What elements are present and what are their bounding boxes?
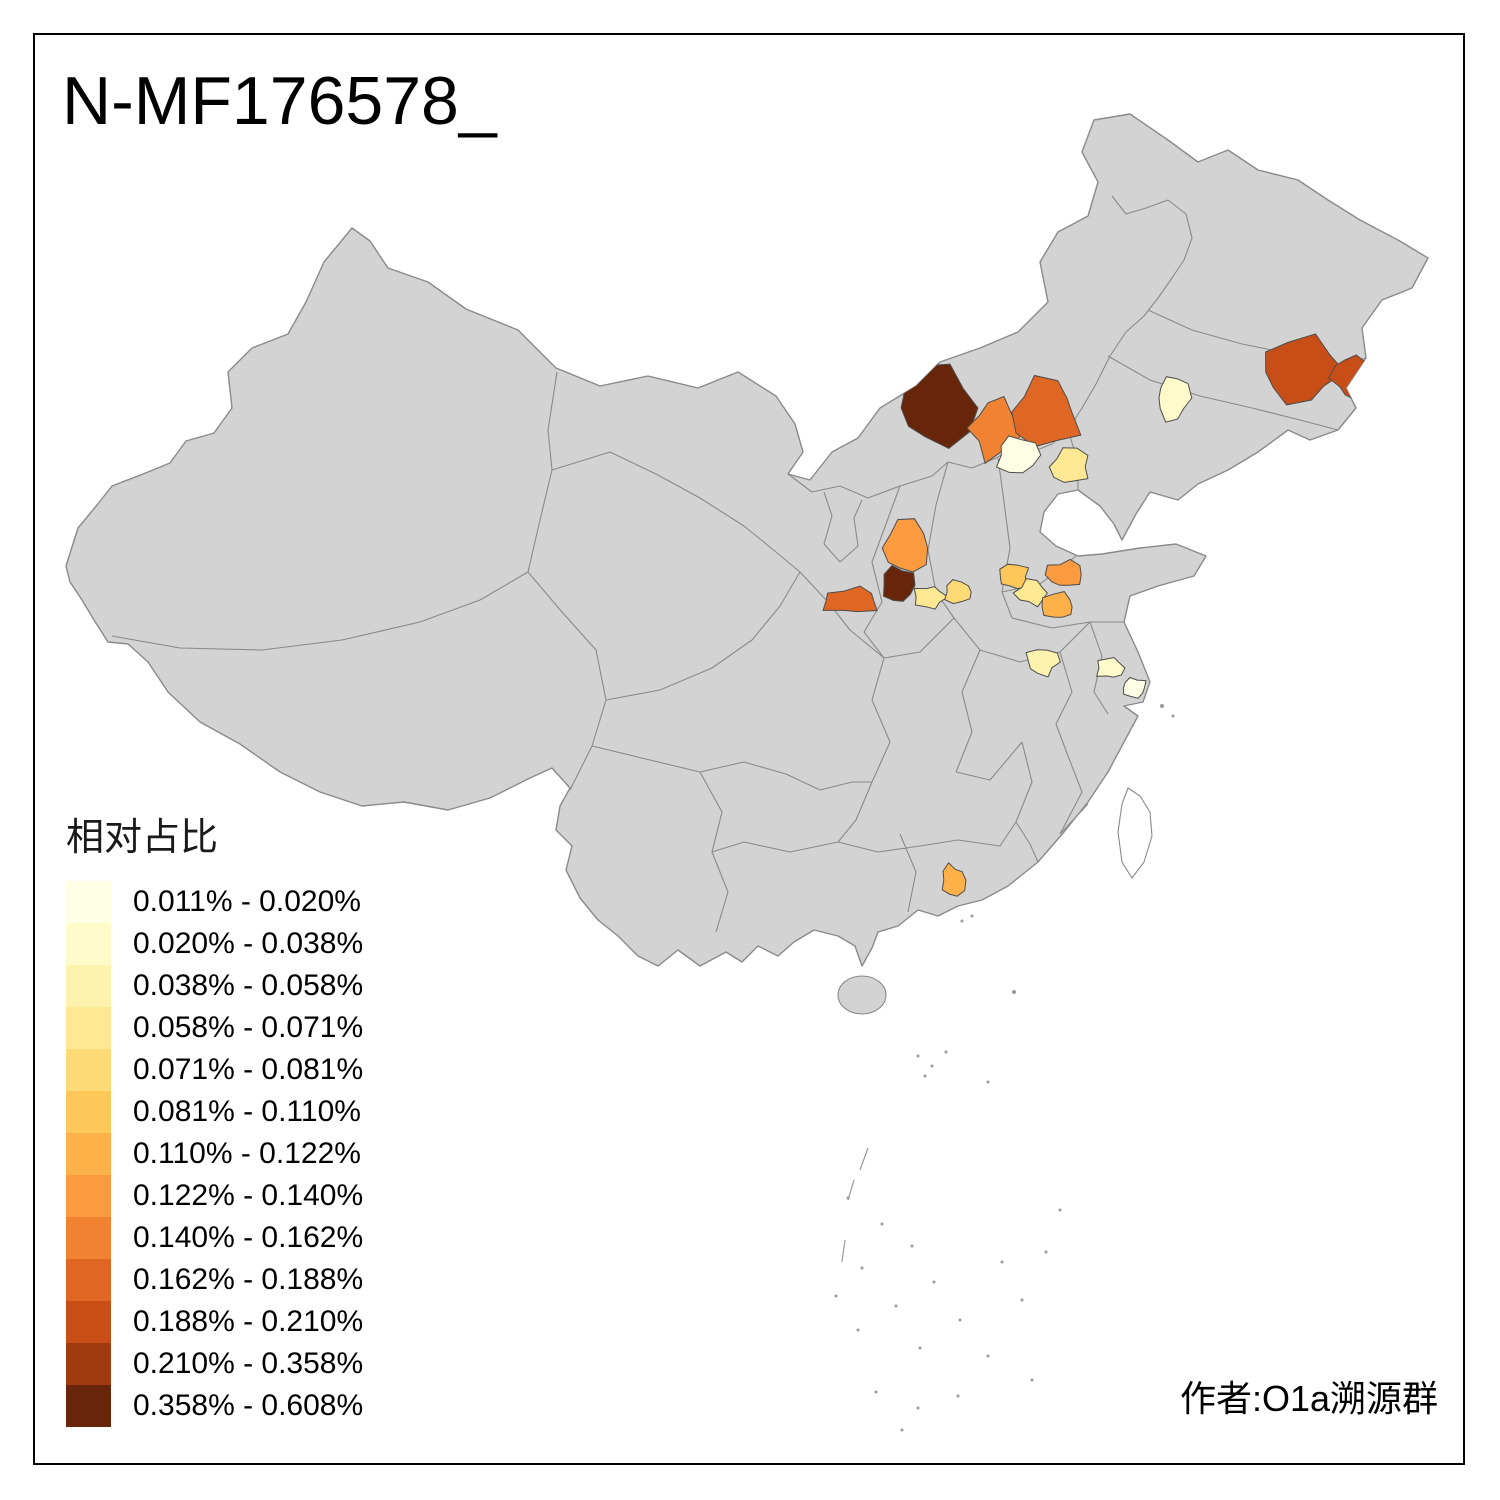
legend-swatch bbox=[66, 1091, 111, 1133]
legend-swatch bbox=[66, 965, 111, 1007]
author-credit: 作者:O1a溯源群 bbox=[1179, 1378, 1438, 1419]
prefecture-region bbox=[1044, 558, 1082, 586]
prefecture-region bbox=[1012, 578, 1048, 608]
hainan-island bbox=[837, 975, 887, 1015]
prefecture-region bbox=[822, 585, 878, 613]
legend-label: 0.071% - 0.081% bbox=[133, 1053, 364, 1086]
legend-label: 0.020% - 0.038% bbox=[133, 927, 364, 960]
legend-item: 0.162% - 0.188% bbox=[66, 1259, 363, 1301]
legend-label: 0.210% - 0.358% bbox=[133, 1347, 364, 1380]
legend-rows: 0.011% - 0.020% 0.020% - 0.038% 0.038% - 0… bbox=[66, 881, 363, 1427]
legend-swatch bbox=[66, 1385, 111, 1427]
legend-title: 相对占比 bbox=[66, 817, 219, 859]
prefecture-region bbox=[944, 579, 972, 605]
legend: 相对占比 0.011% - 0.020% 0.020% - 0.038% 0.038… bbox=[66, 806, 363, 1427]
legend-item: 0.081% - 0.110% bbox=[66, 1091, 363, 1133]
legend-label: 0.110% - 0.122% bbox=[133, 1137, 361, 1170]
legend-item: 0.210% - 0.358% bbox=[66, 1343, 363, 1385]
legend-item: 0.058% - 0.071% bbox=[66, 1007, 363, 1049]
china-mainland-outline bbox=[65, 113, 1429, 967]
legend-item: 0.038% - 0.058% bbox=[66, 965, 363, 1007]
legend-item: 0.110% - 0.122% bbox=[66, 1133, 363, 1175]
south-china-sea-islands bbox=[834, 704, 1175, 1432]
legend-item: 0.122% - 0.140% bbox=[66, 1175, 363, 1217]
legend-item: 0.020% - 0.038% bbox=[66, 923, 363, 965]
legend-swatch bbox=[66, 1217, 111, 1259]
legend-swatch bbox=[66, 1301, 111, 1343]
legend-label: 0.081% - 0.110% bbox=[133, 1095, 361, 1128]
legend-item: 0.140% - 0.162% bbox=[66, 1217, 363, 1259]
prefecture-region bbox=[995, 435, 1042, 474]
prefecture-region bbox=[1096, 656, 1126, 678]
legend-swatch bbox=[66, 1343, 111, 1385]
legend-label: 0.058% - 0.071% bbox=[133, 1011, 364, 1044]
prefecture-region bbox=[1041, 591, 1073, 618]
highlighted-prefectures bbox=[822, 333, 1368, 897]
legend-label: 0.188% - 0.210% bbox=[133, 1305, 364, 1338]
prefecture-region bbox=[913, 586, 949, 610]
legend-item: 0.011% - 0.020% bbox=[66, 881, 363, 923]
prefecture-region bbox=[1025, 649, 1061, 678]
legend-swatch bbox=[66, 1007, 111, 1049]
legend-label: 0.162% - 0.188% bbox=[133, 1263, 364, 1296]
prefecture-region bbox=[1122, 676, 1147, 699]
legend-swatch bbox=[66, 1259, 111, 1301]
prefecture-region bbox=[1265, 333, 1346, 406]
prefecture-region bbox=[882, 564, 916, 602]
legend-swatch bbox=[66, 881, 111, 923]
prefecture-region bbox=[1011, 374, 1082, 448]
prefecture-region bbox=[941, 862, 967, 897]
prefecture-region bbox=[1048, 447, 1089, 483]
prefecture-region bbox=[1158, 376, 1193, 423]
legend-item: 0.188% - 0.210% bbox=[66, 1301, 363, 1343]
legend-label: 0.011% - 0.020% bbox=[133, 885, 361, 918]
legend-swatch bbox=[66, 923, 111, 965]
taiwan-island bbox=[1117, 787, 1153, 879]
legend-swatch bbox=[66, 1049, 111, 1091]
legend-label: 0.038% - 0.058% bbox=[133, 969, 364, 1002]
legend-swatch bbox=[66, 1175, 111, 1217]
legend-label: 0.140% - 0.162% bbox=[133, 1221, 364, 1254]
legend-label: 0.358% - 0.608% bbox=[133, 1389, 364, 1422]
legend-swatch bbox=[66, 1133, 111, 1175]
legend-item: 0.358% - 0.608% bbox=[66, 1385, 363, 1427]
legend-item: 0.071% - 0.081% bbox=[66, 1049, 363, 1091]
prefecture-region bbox=[881, 518, 929, 573]
legend-label: 0.122% - 0.140% bbox=[133, 1179, 364, 1212]
chart-title: N-MF176578_ bbox=[62, 63, 497, 139]
prefecture-region bbox=[900, 363, 979, 449]
